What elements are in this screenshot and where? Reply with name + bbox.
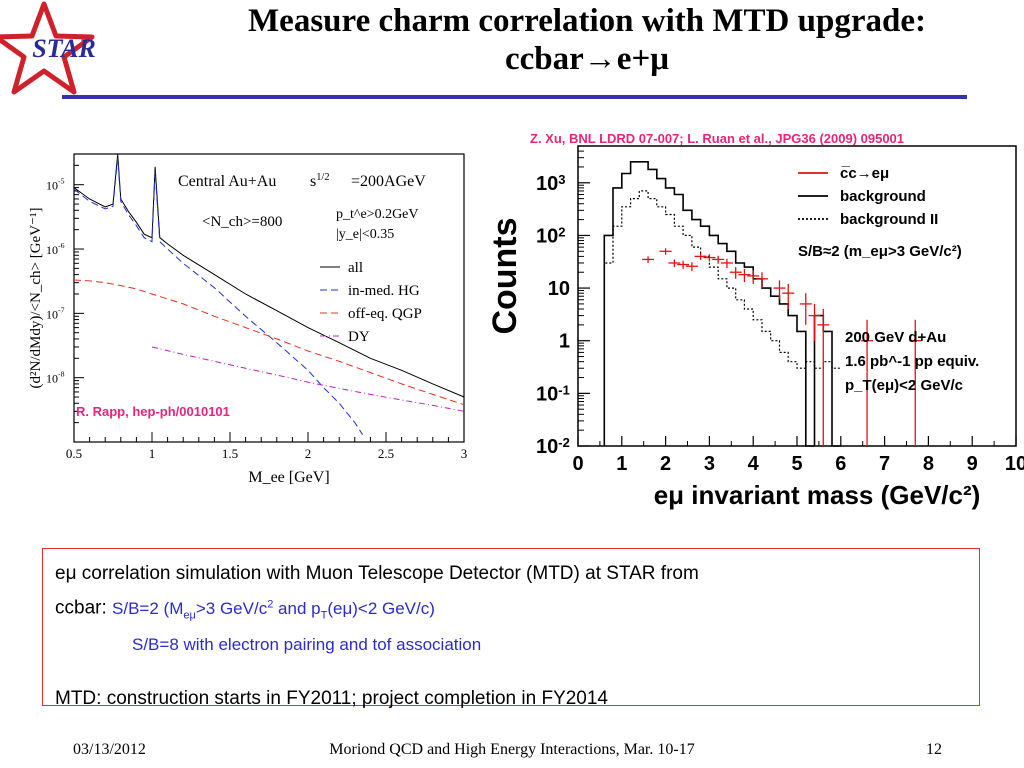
footer-date: 03/13/2012 — [73, 741, 146, 758]
left-series-3 — [151, 346, 465, 412]
right-histogram-1 — [603, 190, 841, 446]
right-x-tick-label: 7 — [879, 453, 890, 475]
right-x-tick-label: 10 — [1005, 453, 1024, 475]
summary-line-4: MTD: construction starts in FY2011; proj… — [55, 688, 609, 710]
right-plot-frame — [577, 145, 1017, 447]
left-x-tick-label: 3 — [461, 446, 468, 461]
left-annotation-nch: <N_ch>=800 — [202, 214, 282, 230]
right-annotation-lumi: 1.6 pb^-1 pp equiv. — [845, 353, 979, 370]
right-histogram-0 — [603, 161, 841, 447]
right-legend-label-2: background II — [840, 211, 938, 228]
title-line-1: Measure charm correlation with MTD upgra… — [248, 3, 926, 39]
slide-title: Measure charm correlation with MTD upgra… — [150, 2, 1024, 78]
footer-page-number: 12 — [926, 741, 942, 758]
left-chart-title: Central Au+Au — [178, 173, 276, 190]
right-x-tick-label: 2 — [660, 453, 671, 475]
right-y-tick-label: 10 — [548, 278, 570, 300]
left-y-axis-label: (d²N/dMdy)/<N_ch> [GeV⁻¹] — [28, 208, 44, 389]
right-y-tick-label: 103 — [536, 172, 565, 195]
right-y-tick-label: 1 — [559, 331, 570, 353]
sb2-text-a: S/B=2 (M — [112, 598, 184, 618]
sb2-text-b: >3 GeV/c — [195, 598, 268, 618]
star-logo: STAR — [0, 1, 96, 95]
left-x-tick-label: 0.5 — [66, 446, 82, 461]
title-rule — [62, 95, 967, 99]
left-y-tick-label: 10-6 — [46, 241, 65, 257]
left-series-1 — [73, 157, 364, 435]
right-x-tick-label: 4 — [748, 453, 760, 475]
star-logo-text: STAR — [32, 34, 96, 63]
right-x-axis-label: eμ invariant mass (GeV/c²) — [654, 480, 981, 510]
summary-line-2-blue: S/B=2 (Meμ>3 GeV/c2 and pT(eμ)<2 GeV/c) — [112, 598, 435, 622]
right-y-tick-label: 10-1 — [536, 382, 570, 405]
summary-line-3: S/B=8 with electron pairing and tof asso… — [55, 630, 967, 660]
right-x-tick-label: 9 — [967, 453, 978, 475]
right-annotation-pt: p_T(eμ)<2 GeV/c — [845, 377, 963, 394]
sb2-sub-a: eμ — [183, 609, 196, 622]
left-legend-label-3: DY — [348, 329, 370, 345]
left-legend-label-0: all — [348, 260, 363, 276]
left-y-tick-label: 10-5 — [46, 177, 65, 193]
right-y-tick-label: 10-2 — [536, 435, 570, 458]
left-annotation-energy: s1/2 — [310, 172, 330, 190]
summary-box: eμ correlation simulation with Muon Tele… — [42, 548, 980, 709]
left-annotation-y: |y_e|<0.35 — [336, 227, 394, 242]
left-annotation-energy-value: =200AGeV — [351, 173, 426, 190]
sb2-sup: 2 — [267, 598, 274, 610]
title-line-2: ccbar→e+μ — [505, 41, 669, 77]
left-chart-citation: R. Rapp, hep-ph/0010101 — [76, 404, 230, 419]
summary-line-2: ccbar: S/B=2 (Meμ>3 GeV/c2 and pT(eμ)<2 … — [55, 589, 967, 630]
right-x-tick-label: 0 — [572, 453, 583, 475]
right-chart-citation: Z. Xu, BNL LDRD 07-007; L. Ruan et al., … — [530, 131, 905, 146]
left-series-2 — [73, 279, 465, 406]
left-x-tick-label: 2 — [305, 446, 312, 461]
right-x-tick-label: 1 — [616, 453, 627, 475]
right-legend-label-1: background — [840, 188, 926, 205]
right-y-tick-label: 102 — [536, 224, 565, 247]
right-annotation-sb: S/B≈2 (m_eμ>3 GeV/c²) — [798, 243, 962, 260]
left-x-tick-label: 1 — [149, 446, 156, 461]
left-annotation-pt: p_t^e>0.2GeV — [336, 207, 419, 222]
right-x-tick-label: 6 — [835, 453, 846, 475]
left-x-tick-label: 2.5 — [378, 446, 394, 461]
left-x-tick-label: 1.5 — [222, 446, 238, 461]
left-plot-frame — [73, 153, 465, 443]
left-legend-label-1: in-med. HG — [348, 283, 420, 299]
right-x-tick-label: 3 — [704, 453, 715, 475]
left-legend-label-2: off-eq. QGP — [348, 306, 422, 322]
left-y-tick-label: 10-7 — [46, 305, 65, 321]
right-legend-label-0: c̅c→eμ — [840, 165, 889, 182]
star-logo-icon — [0, 1, 95, 95]
right-x-tick-label: 8 — [923, 453, 934, 475]
summary-line-1: eμ correlation simulation with Muon Tele… — [55, 563, 699, 584]
right-x-tick-label: 5 — [791, 453, 802, 475]
summary-line-3-text: S/B=8 with electron pairing and tof asso… — [132, 635, 482, 655]
summary-line-2-prefix: ccbar: — [55, 597, 107, 619]
sb2-text-d: (eμ)<2 GeV/c) — [327, 598, 435, 618]
right-annotation-energy: 200 GeV d+Au — [845, 329, 946, 346]
right-y-axis-label: Counts — [486, 217, 524, 334]
footer-title: Moriond QCD and High Energy Interactions… — [329, 741, 695, 758]
left-chart: 0.5 1 1.5 2 2.5 3 10-5 10-6 10-7 10-8 Central Au+A… — [28, 153, 468, 486]
left-series-0 — [73, 153, 465, 398]
sb2-text-c: and p — [273, 598, 321, 618]
right-chart: 0 1 2 3 4 5 6 7 8 9 1010310210110-110-2c̅c→eμbackg… — [486, 145, 1024, 510]
sb2-sub-b: T — [320, 609, 328, 622]
left-y-tick-label: 10-8 — [46, 370, 65, 386]
left-x-axis-label: M_ee [GeV] — [248, 469, 329, 486]
